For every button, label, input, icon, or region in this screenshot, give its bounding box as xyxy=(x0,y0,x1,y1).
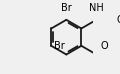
Text: NH: NH xyxy=(89,3,104,13)
Text: Br: Br xyxy=(61,3,72,13)
Text: O: O xyxy=(101,41,108,51)
Text: O: O xyxy=(117,15,120,25)
Text: Br: Br xyxy=(54,41,65,51)
